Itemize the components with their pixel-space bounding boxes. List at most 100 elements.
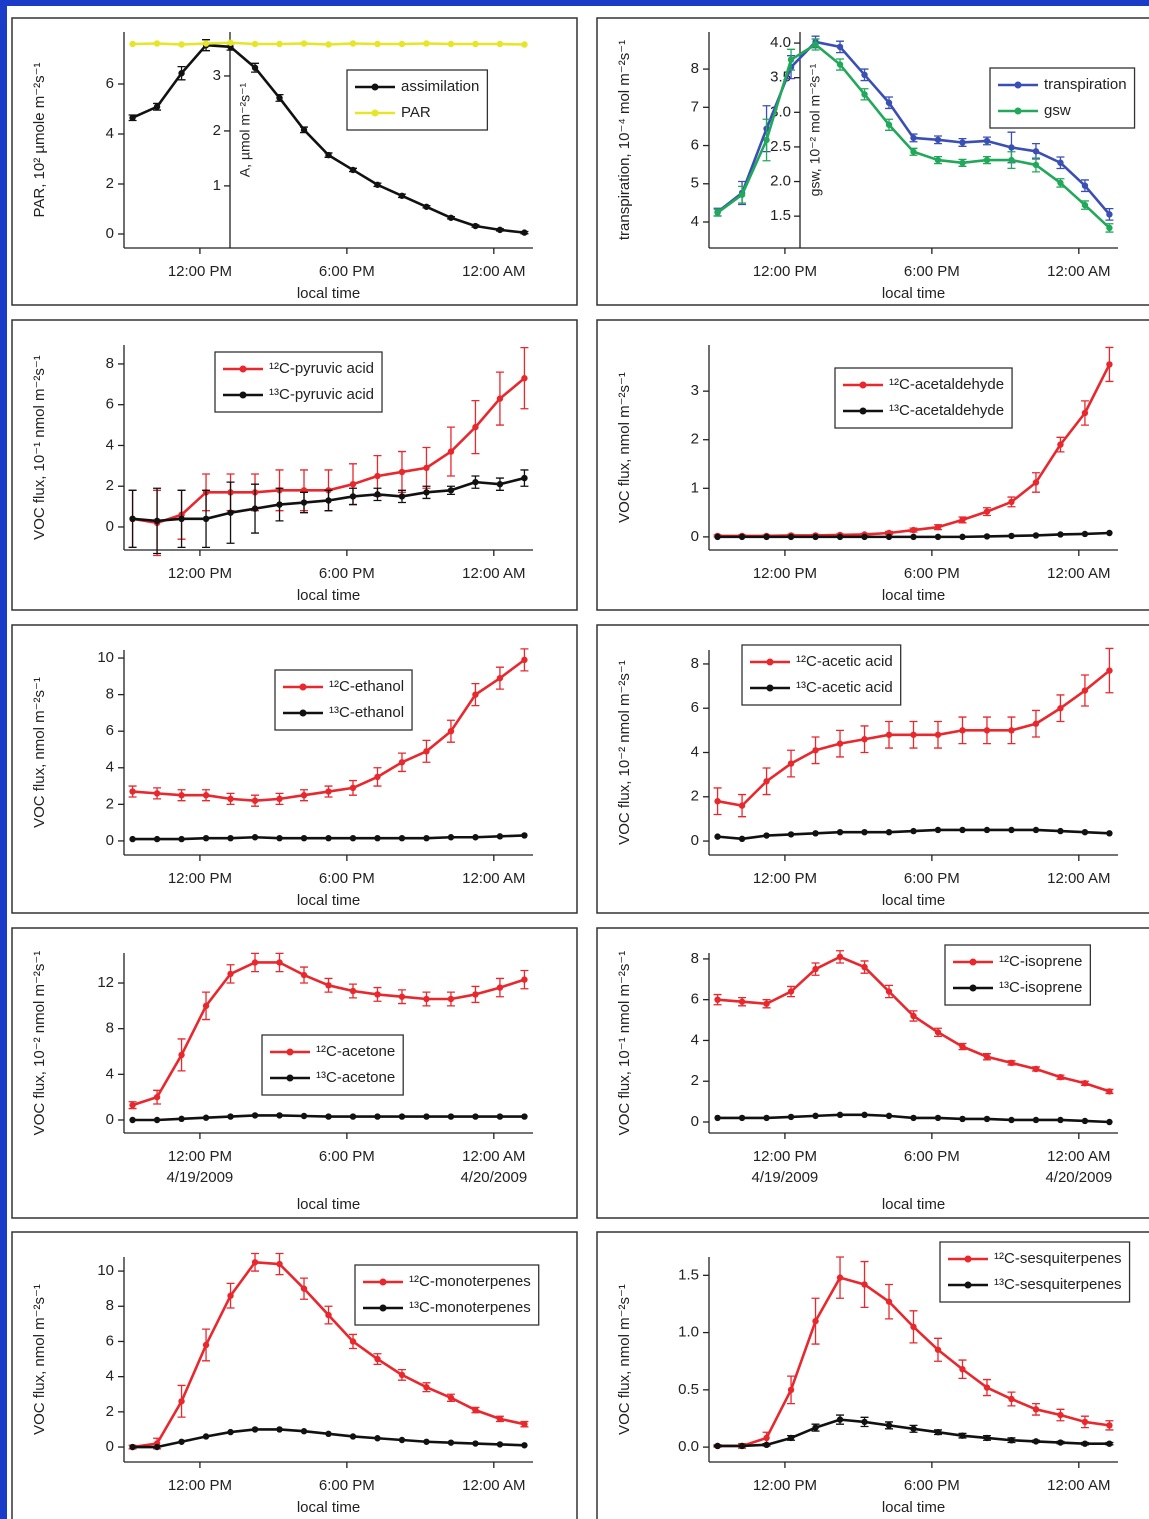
data-point xyxy=(1081,1418,1089,1426)
data-point xyxy=(398,468,406,476)
data-point xyxy=(374,491,381,498)
data-point xyxy=(910,1323,917,1331)
data-point xyxy=(325,497,332,504)
data-point xyxy=(959,139,966,146)
data-point xyxy=(251,64,259,71)
x-tick-label: 12:00 AM xyxy=(462,1477,525,1494)
x-tick-label: 12:00 AM xyxy=(1047,1477,1110,1494)
x-tick-label: 12:00 AM xyxy=(462,1148,525,1165)
x-tick-label: 12:00 PM xyxy=(168,263,232,280)
data-point xyxy=(178,1398,185,1405)
data-point xyxy=(1008,1116,1015,1124)
x-tick-label: 6:00 PM xyxy=(319,1477,375,1494)
legend-label: ¹²C-acetone xyxy=(316,1043,395,1060)
data-point xyxy=(983,826,991,834)
data-point xyxy=(374,1355,381,1363)
legend-marker xyxy=(969,958,977,966)
data-point xyxy=(276,795,283,803)
data-point xyxy=(349,480,357,488)
data-point xyxy=(129,835,136,843)
data-point xyxy=(153,835,161,843)
legend-label: PAR xyxy=(401,104,431,121)
data-point xyxy=(472,691,479,698)
data-point xyxy=(1081,530,1089,538)
y-tick-label: 2 xyxy=(106,1403,114,1420)
data-point xyxy=(812,965,819,973)
data-point xyxy=(472,1406,479,1414)
data-point xyxy=(178,1051,185,1059)
y-tick-label: 0 xyxy=(691,1113,699,1130)
y2-tick-label: 3 xyxy=(213,67,221,84)
x-tick-label: 12:00 AM xyxy=(462,870,525,887)
data-point xyxy=(1106,1422,1113,1429)
data-point xyxy=(983,533,991,540)
data-point xyxy=(861,1281,868,1288)
panel-border xyxy=(596,624,1149,914)
panel-border xyxy=(11,624,578,914)
data-point xyxy=(374,991,381,998)
data-point xyxy=(349,834,357,842)
panel: 0 2 4 6 8 10 12:00 PM 6:00 PM 12:00 AM local time… xyxy=(11,1231,578,1519)
data-point xyxy=(1008,826,1015,834)
data-point xyxy=(1032,479,1040,486)
series xyxy=(714,529,1113,541)
x-tick-label: 12:00 PM xyxy=(168,870,232,887)
data-point xyxy=(1032,532,1040,539)
series xyxy=(129,1426,528,1451)
data-point xyxy=(251,834,259,841)
data-point xyxy=(959,159,966,167)
data-point xyxy=(836,1416,844,1423)
y2-tick-label: 2.0 xyxy=(770,173,791,190)
data-point xyxy=(1081,828,1089,836)
legend-box xyxy=(354,1264,540,1326)
data-point xyxy=(129,515,136,523)
data-point xyxy=(178,1438,185,1445)
data-point xyxy=(1008,156,1015,164)
data-point xyxy=(1008,498,1015,506)
data-point xyxy=(885,121,893,128)
data-point xyxy=(763,533,770,541)
data-point xyxy=(934,1029,942,1036)
data-point xyxy=(763,136,770,144)
data-point xyxy=(374,181,381,188)
y-tick-label: 8 xyxy=(106,1297,114,1314)
y-tick-label: 0.5 xyxy=(678,1381,699,1398)
data-point xyxy=(1081,201,1089,209)
data-point xyxy=(398,192,406,199)
data-point xyxy=(472,222,479,230)
data-point xyxy=(374,1435,381,1442)
data-point xyxy=(787,1113,795,1121)
legend-label: gsw xyxy=(1044,102,1071,119)
data-point xyxy=(1106,211,1113,218)
data-point xyxy=(885,731,893,738)
data-point xyxy=(885,988,893,995)
y-tick-label: 10 xyxy=(97,649,114,666)
data-point xyxy=(1008,1395,1015,1403)
legend-box xyxy=(214,351,383,413)
y-tick-label: 6 xyxy=(691,137,699,154)
data-point xyxy=(300,792,308,799)
data-point xyxy=(1057,531,1064,538)
y-tick-label: 0.0 xyxy=(678,1438,699,1455)
data-point xyxy=(423,748,430,755)
data-point xyxy=(983,156,991,164)
x-tick-date: 4/20/2009 xyxy=(460,1169,527,1186)
data-point xyxy=(521,976,528,983)
data-point xyxy=(325,151,332,159)
data-point xyxy=(910,1114,917,1122)
panel: 0 2 4 6 8 12:00 PM 6:00 PM 12:00 AM local time VO… xyxy=(596,624,1149,914)
data-point xyxy=(1106,667,1113,674)
data-point xyxy=(521,1113,528,1120)
data-point xyxy=(178,792,185,799)
legend-marker xyxy=(964,1255,972,1263)
data-point xyxy=(738,998,746,1005)
data-point xyxy=(251,40,259,48)
x-tick-label: 6:00 PM xyxy=(319,565,375,582)
y-tick-label: 2 xyxy=(106,795,114,812)
data-point xyxy=(251,797,259,804)
legend-marker xyxy=(964,1281,972,1289)
y-axis-title: transpiration, 10⁻⁴ mol m⁻²s⁻¹ xyxy=(616,40,633,240)
data-point xyxy=(178,835,185,843)
data-point xyxy=(521,474,528,482)
data-point xyxy=(472,1113,479,1120)
